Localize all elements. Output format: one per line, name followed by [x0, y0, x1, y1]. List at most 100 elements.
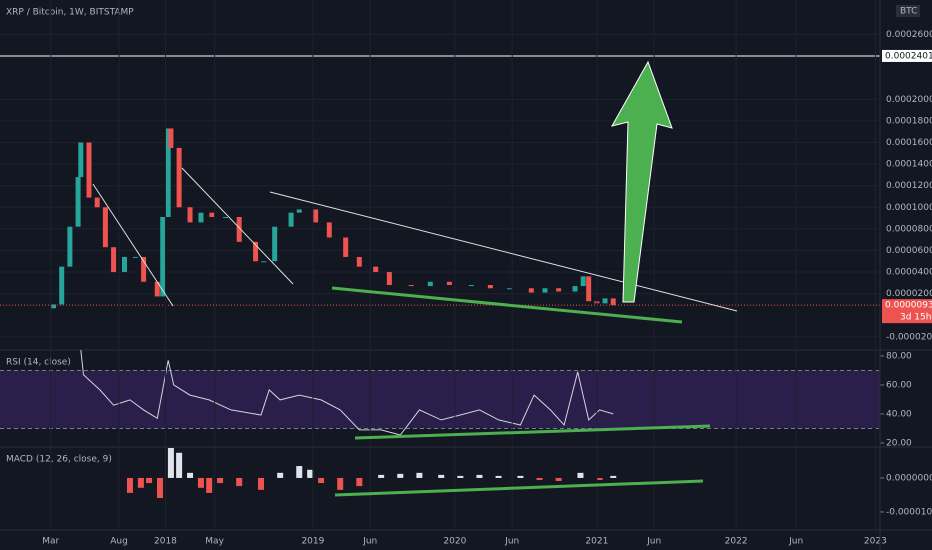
candle — [506, 288, 512, 290]
candle — [386, 272, 392, 286]
histogram-bar — [137, 477, 144, 488]
panel-title: MACD (12, 26, close, 9) — [6, 455, 112, 465]
candle — [343, 237, 349, 257]
histogram-bar — [176, 452, 183, 478]
candle — [176, 147, 182, 208]
y-tick-label: 20.00 — [886, 438, 912, 448]
candle — [373, 266, 379, 273]
histogram-bar — [157, 477, 163, 499]
panel-title: RSI (14, close) — [6, 358, 71, 368]
histogram-bar — [596, 477, 603, 480]
candle — [572, 286, 578, 292]
x-tick-label: Aug — [110, 537, 128, 547]
histogram-bar — [307, 469, 314, 478]
histogram-bar — [206, 477, 213, 493]
candle — [86, 142, 92, 198]
histogram-bar — [217, 477, 224, 484]
histogram-bar — [517, 475, 524, 478]
histogram-bar — [187, 472, 194, 478]
histogram-bar — [356, 477, 363, 487]
candle — [610, 298, 616, 306]
x-tick-label: 2023 — [864, 537, 887, 547]
candle — [427, 281, 433, 287]
histogram-bar — [457, 475, 464, 478]
candle — [198, 212, 204, 223]
candle — [602, 298, 608, 304]
histogram-bar — [416, 472, 423, 478]
histogram-bar — [476, 474, 483, 478]
candle — [78, 142, 84, 178]
candle — [580, 276, 586, 287]
histogram-bar — [397, 473, 404, 478]
x-tick-label: May — [205, 537, 224, 547]
panel-title: XRP / Bitcoin, 1W, BITSTAMP — [6, 8, 134, 18]
y-tick-label: 60.00 — [886, 380, 912, 390]
candle — [542, 288, 548, 293]
histogram-bar — [236, 477, 243, 487]
x-tick-label: Jun — [504, 537, 519, 547]
candle — [154, 281, 160, 297]
price-label: 0.00024018 — [885, 51, 932, 61]
candle — [356, 256, 362, 267]
histogram-bar — [555, 477, 562, 482]
histogram-bar — [536, 477, 543, 480]
x-tick-label: 2020 — [443, 537, 466, 547]
y-tick-label: -0.00002000 — [886, 332, 932, 342]
candle — [141, 256, 147, 282]
candle — [272, 226, 278, 262]
candle — [446, 281, 452, 286]
y-tick-label: -0.00001000 — [886, 507, 932, 517]
x-tick-label: 2021 — [585, 537, 608, 547]
y-tick-label: 0.00000000 — [886, 473, 932, 483]
rsi-band — [0, 370, 880, 429]
countdown: 3d 15h — [900, 313, 931, 323]
x-tick-label: Jun — [646, 537, 661, 547]
rsi-line — [80, 350, 614, 436]
x-tick-label: 2019 — [301, 537, 324, 547]
histogram-bar — [296, 466, 303, 478]
histogram-bar — [378, 474, 385, 478]
histogram-bar — [495, 475, 502, 478]
histogram-bar — [197, 477, 204, 488]
last-price-label: 0.00000934 — [885, 301, 932, 311]
histogram-bar — [610, 475, 617, 478]
drawings — [92, 60, 738, 497]
x-tick-label: Jun — [362, 537, 377, 547]
candle — [132, 256, 138, 258]
candle — [168, 128, 174, 148]
x-tick-label: 2018 — [154, 537, 177, 547]
candle — [487, 285, 493, 289]
histogram-bar — [277, 472, 284, 478]
histogram-bar — [337, 477, 344, 490]
candle — [468, 285, 474, 287]
x-tick-label: 2022 — [725, 537, 748, 547]
currency-box — [896, 5, 920, 17]
histogram-bar — [318, 477, 325, 484]
candle — [556, 288, 562, 292]
candle — [122, 256, 128, 273]
candle — [408, 285, 414, 287]
candle — [94, 197, 100, 208]
y-tick-label: 40.00 — [886, 409, 912, 419]
candle — [59, 266, 65, 305]
x-tick-label: Mar — [42, 537, 59, 547]
candle — [165, 128, 171, 217]
candle — [296, 209, 302, 213]
y-tick-label: 0.00002000 — [886, 289, 932, 299]
histogram-bar — [577, 472, 584, 478]
candle — [75, 177, 81, 227]
price-label-box — [882, 49, 932, 62]
candle — [111, 247, 117, 273]
candle — [236, 216, 242, 242]
